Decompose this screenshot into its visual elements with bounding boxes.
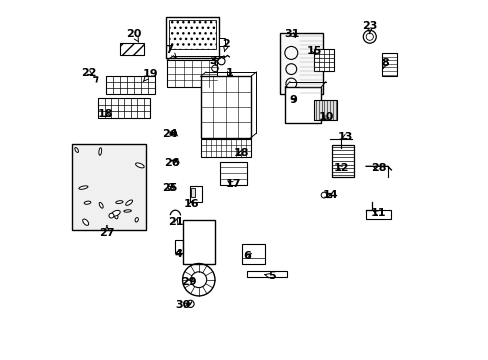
- Ellipse shape: [135, 163, 144, 168]
- Text: 7: 7: [164, 45, 176, 58]
- Text: 22: 22: [81, 68, 97, 78]
- Bar: [366, 210, 390, 219]
- Bar: [331, 145, 353, 177]
- Ellipse shape: [84, 201, 91, 204]
- Text: 2: 2: [222, 39, 230, 52]
- Text: 5: 5: [264, 271, 275, 282]
- Bar: [279, 33, 322, 94]
- Ellipse shape: [75, 148, 78, 152]
- Bar: [200, 76, 250, 138]
- Bar: [167, 60, 217, 87]
- Text: 15: 15: [305, 46, 321, 56]
- Bar: [220, 162, 247, 185]
- Text: 1: 1: [225, 68, 233, 78]
- Text: 13: 13: [337, 132, 352, 142]
- Text: 11: 11: [370, 208, 386, 218]
- Ellipse shape: [116, 201, 123, 203]
- Text: 31: 31: [284, 29, 299, 39]
- Text: 25: 25: [162, 183, 177, 193]
- Bar: [106, 76, 155, 94]
- Ellipse shape: [123, 210, 131, 212]
- Ellipse shape: [125, 200, 132, 205]
- Text: 18: 18: [233, 148, 249, 158]
- Bar: [182, 220, 215, 264]
- Bar: [382, 53, 396, 76]
- Text: 27: 27: [99, 225, 115, 238]
- Text: 17: 17: [225, 179, 240, 189]
- Text: 12: 12: [333, 163, 349, 174]
- Ellipse shape: [82, 219, 88, 225]
- Text: 8: 8: [380, 58, 388, 68]
- Bar: [313, 49, 333, 71]
- Bar: [166, 17, 218, 58]
- Bar: [72, 144, 145, 230]
- Text: 16: 16: [183, 199, 199, 210]
- Text: 14: 14: [323, 190, 338, 200]
- Text: 24: 24: [162, 129, 177, 139]
- Ellipse shape: [111, 210, 120, 216]
- Text: 6: 6: [243, 251, 251, 261]
- Text: 29: 29: [181, 276, 197, 287]
- Text: 9: 9: [288, 95, 296, 105]
- Text: 28: 28: [370, 163, 386, 174]
- Text: 23: 23: [361, 21, 377, 34]
- Text: 3: 3: [209, 56, 217, 66]
- Ellipse shape: [135, 217, 138, 222]
- Text: 4: 4: [174, 249, 182, 259]
- Bar: [120, 43, 143, 55]
- Bar: [174, 240, 182, 253]
- Text: 21: 21: [168, 217, 183, 228]
- Text: 18: 18: [98, 109, 113, 120]
- Text: 20: 20: [126, 29, 142, 42]
- Text: 26: 26: [163, 158, 179, 168]
- Bar: [190, 188, 195, 197]
- Ellipse shape: [79, 186, 88, 189]
- Bar: [98, 98, 150, 118]
- Ellipse shape: [99, 148, 102, 155]
- Ellipse shape: [109, 213, 114, 218]
- Bar: [189, 186, 202, 202]
- Text: 19: 19: [142, 69, 158, 82]
- Bar: [242, 244, 265, 264]
- Ellipse shape: [99, 202, 103, 208]
- Text: 10: 10: [318, 112, 334, 122]
- Bar: [200, 139, 250, 157]
- Ellipse shape: [114, 213, 118, 219]
- Bar: [285, 87, 321, 123]
- Bar: [218, 38, 224, 46]
- Text: 30: 30: [175, 300, 190, 310]
- Bar: [169, 20, 215, 49]
- Bar: [313, 100, 337, 120]
- Bar: [247, 271, 286, 277]
